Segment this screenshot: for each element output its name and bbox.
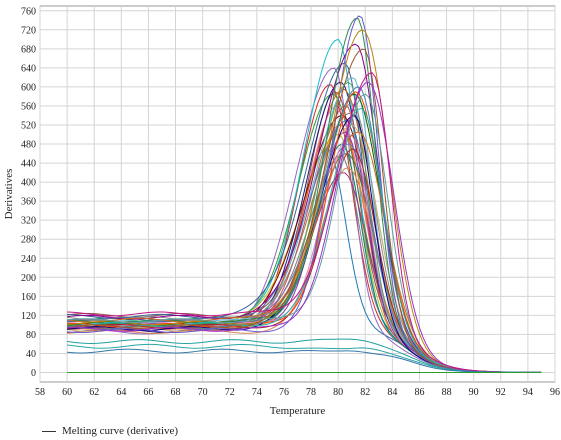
x-tick-label: 92: [496, 387, 506, 398]
y-tick-label: 760: [21, 6, 36, 17]
y-tick-label: 200: [21, 273, 36, 284]
x-tick-label: 78: [306, 387, 316, 398]
curve-series: [67, 15, 542, 373]
y-tick-label: 600: [21, 82, 36, 93]
y-tick-label: 640: [21, 63, 36, 74]
x-tick-label: 72: [225, 387, 235, 398]
y-axis-title: Derivatives: [3, 169, 15, 220]
x-axis-title: Temperature: [270, 405, 326, 417]
x-tick-label: 84: [387, 387, 397, 398]
y-tick-label: 160: [21, 292, 36, 303]
x-tick-label: 94: [523, 387, 533, 398]
y-tick-label: 440: [21, 159, 36, 170]
melting-curve-line: [67, 348, 542, 373]
y-tick-label: 400: [21, 178, 36, 189]
tick-labels: 58 60 62 64 66 68 70 72 74 76 78 80 82 84 86 88 90 92 94 96…: [21, 6, 560, 398]
legend-label: Melting curve (derivative): [62, 425, 179, 437]
y-tick-label: 360: [21, 197, 36, 208]
x-tick-label: 66: [143, 387, 153, 398]
x-tick-label: 70: [198, 387, 208, 398]
x-tick-label: 64: [116, 387, 126, 398]
legend: Melting curve (derivative): [42, 425, 178, 437]
y-tick-label: 320: [21, 216, 36, 227]
x-tick-label: 76: [279, 387, 289, 398]
y-tick-label: 560: [21, 101, 36, 112]
y-tick-label: 280: [21, 235, 36, 246]
y-tick-label: 520: [21, 120, 36, 131]
x-tick-label: 82: [360, 387, 370, 398]
x-tick-label: 68: [171, 387, 181, 398]
y-tick-label: 240: [21, 254, 36, 265]
y-tick-label: 480: [21, 140, 36, 151]
x-tick-label: 90: [469, 387, 479, 398]
y-tick-label: 80: [26, 330, 36, 341]
x-tick-label: 74: [252, 387, 262, 398]
y-tick-label: 40: [26, 349, 36, 360]
legend-line-swatch: [42, 430, 56, 432]
y-tick-label: 680: [21, 44, 36, 55]
y-tick-label: 120: [21, 311, 36, 322]
x-tick-label: 88: [442, 387, 452, 398]
x-tick-label: 58: [35, 387, 45, 398]
x-tick-label: 62: [89, 387, 99, 398]
y-tick-label: 720: [21, 25, 36, 36]
x-tick-label: 60: [62, 387, 72, 398]
melting-curve-line: [67, 81, 542, 373]
x-tick-label: 86: [414, 387, 424, 398]
melting-curve-line: [67, 72, 542, 373]
x-tick-label: 96: [550, 387, 560, 398]
y-tick-label: 0: [31, 368, 36, 379]
x-tick-label: 80: [333, 387, 343, 398]
